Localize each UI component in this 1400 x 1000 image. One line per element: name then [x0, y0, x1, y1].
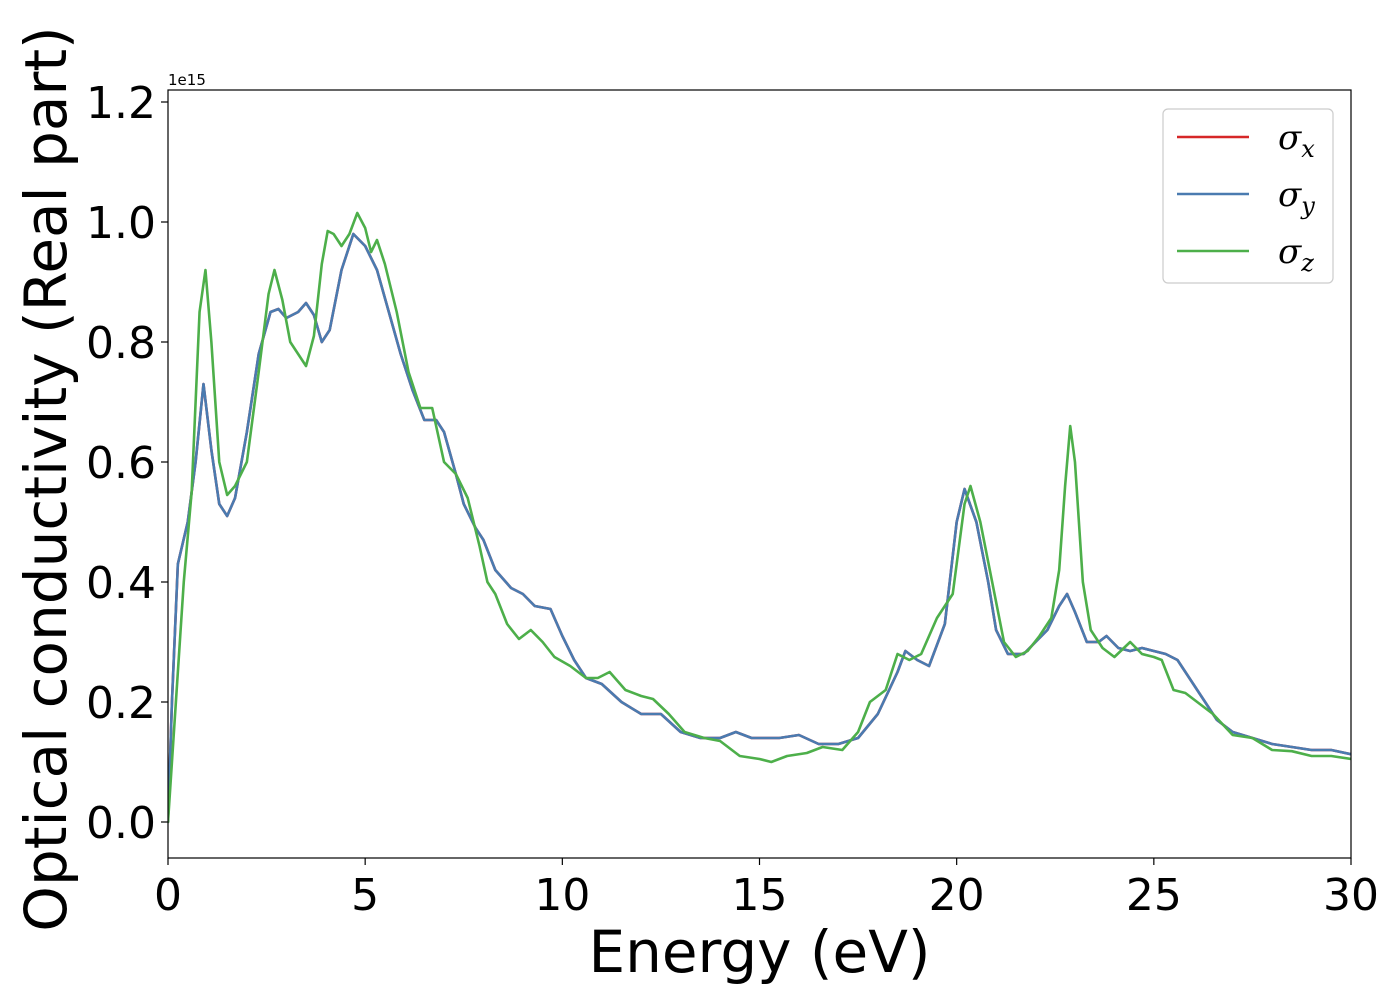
- y-tick-label: 0.0: [86, 798, 156, 849]
- y-axis-title: Optical conductivity (Real part): [12, 26, 80, 931]
- x-tick-label: 10: [534, 870, 590, 921]
- y-tick-label: 0.6: [86, 438, 156, 489]
- legend-box: [1162, 108, 1334, 284]
- series-line-y: [168, 232, 1351, 824]
- legend-label-y: σy: [1278, 175, 1315, 220]
- x-tick-label: 25: [1126, 870, 1182, 921]
- series-layer: [168, 211, 1351, 824]
- legend-label-x: σx: [1278, 118, 1315, 163]
- y-axis-ticks: 0.0 0.2 0.4 0.6 0.8 1.0 1.2: [86, 78, 168, 849]
- y-tick-label: 1.2: [86, 78, 156, 129]
- series-line-z: [168, 211, 1351, 824]
- y-tick-label: 0.4: [86, 558, 156, 609]
- y-tick-label: 1.0: [86, 198, 156, 249]
- legend-label-z: σz: [1278, 232, 1314, 277]
- x-tick-label: 30: [1323, 870, 1379, 921]
- x-axis-title: Energy (eV): [588, 918, 930, 986]
- x-tick-label: 5: [351, 870, 379, 921]
- y-tick-label: 0.8: [86, 318, 156, 369]
- x-tick-label: 20: [929, 870, 985, 921]
- legend: σx σy σz: [1162, 108, 1334, 284]
- y-axis-offset-label: 1e15: [168, 71, 206, 89]
- x-tick-label: 15: [732, 870, 788, 921]
- x-axis-ticks: 0 5 10 15 20 25 30: [154, 858, 1379, 921]
- x-tick-label: 0: [154, 870, 182, 921]
- y-tick-label: 0.2: [86, 678, 156, 729]
